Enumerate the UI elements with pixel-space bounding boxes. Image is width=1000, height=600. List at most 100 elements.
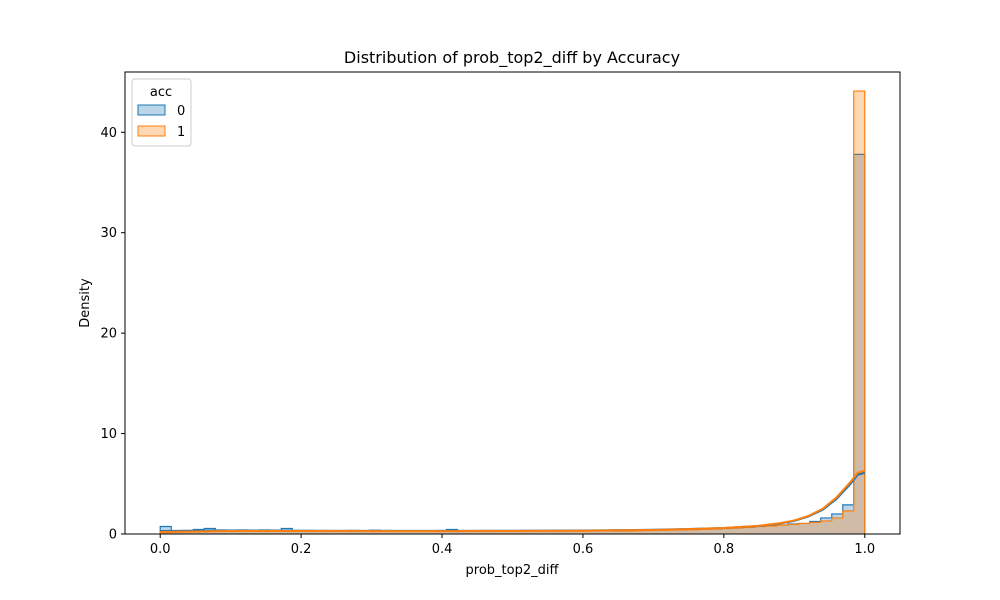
hist-bar [270,530,282,534]
hist-bar [666,530,678,534]
hist-bar [853,91,865,534]
hist-bar [721,527,733,534]
hist-bar [556,531,568,534]
legend-label-1: 1 [177,125,185,140]
hist-bar [732,527,744,534]
y-tick-label: 40 [100,126,117,141]
hist-bar [820,517,832,534]
hist-bar [468,530,480,534]
legend: acc 0 1 [131,78,192,147]
hist-bar [655,529,667,534]
hist-bar [490,531,502,534]
hist-bar [589,530,601,534]
y-axis: 0 10 20 30 40 [100,126,125,543]
hist-bar [853,154,865,535]
hist-bar [710,528,722,534]
hist-bar [578,530,590,534]
hist-bar [721,528,733,534]
hist-bar [622,530,634,534]
hist-bar [358,530,370,534]
hist-bar [457,530,469,534]
hist-bar [237,530,249,534]
y-axis-label: Density [78,278,93,328]
hist-bar [831,517,843,534]
hist-bar [193,530,205,534]
hist-bar [369,530,381,534]
hist-bar [226,530,238,534]
hist-bar [468,531,480,534]
hist-bar [688,529,700,534]
hist-bar [435,531,447,534]
hist-bar [501,531,513,534]
hist-bar [281,530,293,534]
x-tick-label: 1.0 [854,542,875,557]
hist-bar [512,531,524,534]
hist-bar [787,524,799,534]
hist-bar [765,525,777,534]
hist-bar [842,510,854,534]
hist-bar [798,523,810,534]
hist-bar [688,529,700,534]
x-tick-label: 0.6 [573,542,594,557]
x-tick-label: 0.4 [432,542,453,557]
hist-bar [699,528,711,534]
hist-bar [622,530,634,534]
hist-bar [567,531,579,534]
hist-bar [215,530,227,534]
hist-bar [655,530,667,534]
hist-bar [314,531,326,534]
hist-bar [259,529,271,534]
y-tick-label: 30 [100,226,117,241]
hist-bar [732,527,744,534]
hist-bar [600,530,612,534]
hist-bar [798,523,810,534]
hist-bar [765,525,777,534]
x-tick-label: 0.8 [714,542,735,557]
hist-bar [677,529,689,534]
x-tick-label: 0.2 [291,542,312,557]
hist-bar [248,530,260,534]
hist-bar [446,531,458,534]
x-axis: 0.0 0.2 0.4 0.6 0.8 1.0 [150,534,875,557]
hist-bar [314,530,326,534]
hist-bar [391,530,403,534]
legend-label-0: 0 [177,104,185,119]
legend-swatch-0 [137,104,166,116]
hist-bar [578,531,590,534]
hist-bar [182,531,194,534]
hist-bar [402,530,414,534]
plot-frame [124,71,901,535]
hist-bar [391,531,403,534]
hist-bar [754,526,766,534]
hist-bar [743,526,755,534]
legend-box [131,78,192,147]
hist-bar [545,530,557,534]
hist-bar [204,530,216,534]
hist-bar [523,531,535,534]
x-tick-label: 0.0 [150,542,171,557]
kde-layer [160,469,866,533]
hist-bar [501,530,513,534]
hist-bar [292,530,304,534]
hist-bar [457,531,469,534]
kde-line-1 [160,469,866,533]
hist-bar [479,531,491,534]
hist-bar [171,531,183,534]
hist-bar [842,504,854,534]
hist-bar [248,530,260,534]
x-axis-label: prob_top2_diff [466,563,560,578]
hist-bar [380,531,392,534]
hist-bar [369,531,381,534]
hist-bar [644,529,656,534]
hist-bar [611,530,623,534]
hist-bar [325,531,337,534]
hist-bar [666,529,678,534]
hist-bar [523,530,535,534]
hist-bar [226,530,238,534]
hist-bar [347,530,359,534]
hist-bar [809,521,821,534]
hist-bar [754,525,766,534]
legend-title: acc [150,85,172,100]
hist-bar [633,530,645,534]
hist-bar [435,530,447,534]
